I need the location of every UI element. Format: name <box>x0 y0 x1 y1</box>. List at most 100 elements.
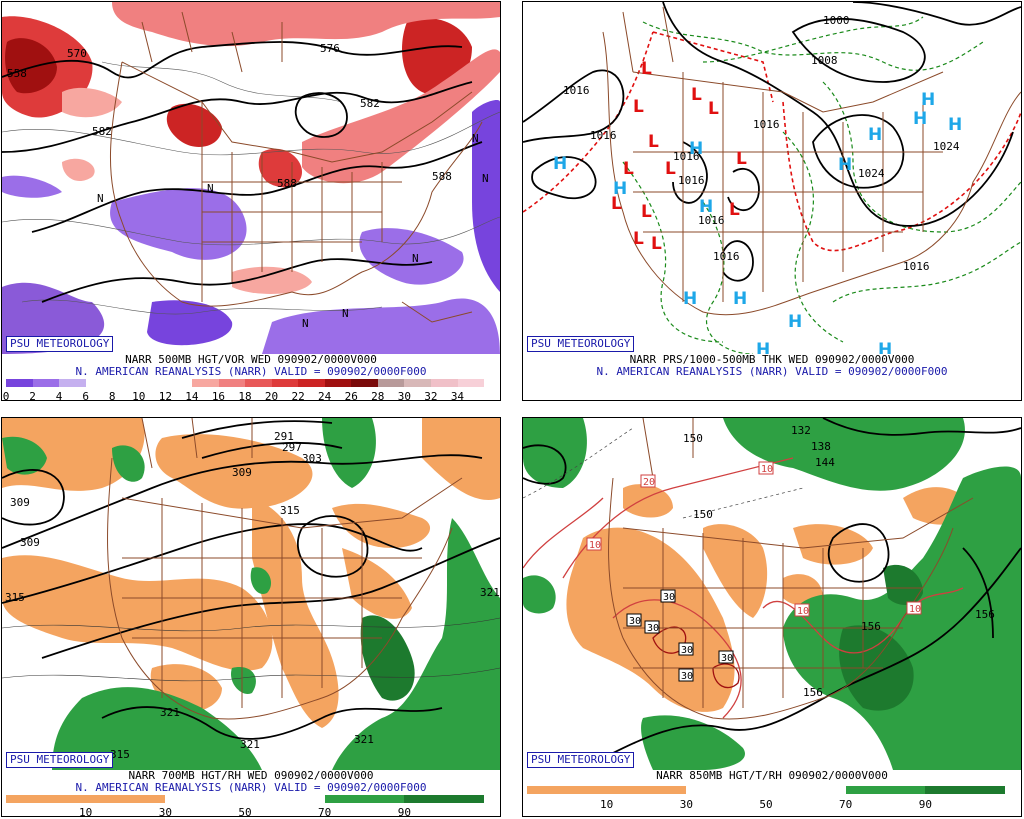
svg-text:150: 150 <box>693 508 713 521</box>
svg-text:309: 309 <box>232 466 252 479</box>
scale-label: 2 <box>29 390 36 401</box>
svg-text:H: H <box>733 289 747 309</box>
scale-label: 6 <box>82 390 89 401</box>
svg-text:1016: 1016 <box>673 150 700 163</box>
svg-text:297: 297 <box>282 441 302 454</box>
scale-swatch <box>271 379 299 387</box>
isobar-labels: 1016 1016 1016 1016 1016 1016 1008 1000 … <box>563 14 960 273</box>
panel-title: NARR 500MB HGT/VOR WED 090902/0000V000 <box>125 353 377 366</box>
scale-label: 28 <box>371 390 385 401</box>
svg-text:L: L <box>665 159 676 179</box>
svg-text:582: 582 <box>92 125 112 138</box>
scale-swatch <box>6 379 33 387</box>
temperature-labels: 10 10 10 10 20 30 30 30 30 30 <box>586 461 922 682</box>
contour-labels: 558 570 576 582 582 588 588 <box>7 42 452 190</box>
svg-text:132: 132 <box>791 424 811 437</box>
scale-swatch <box>112 379 139 387</box>
svg-text:L: L <box>691 85 702 105</box>
svg-text:H: H <box>788 312 802 332</box>
panel-subtitle: N. AMERICAN REANALYSIS (NARR) VALID = 09… <box>75 781 427 794</box>
rh850-map: 150 150 138 144 132 156 156 156 10 10 10… <box>523 418 1021 770</box>
scale-swatch <box>245 795 325 803</box>
scale-label: 50 <box>759 798 773 811</box>
svg-text:1016: 1016 <box>753 118 780 131</box>
svg-text:N: N <box>97 192 104 205</box>
scale-label: 90 <box>918 798 932 811</box>
svg-text:1016: 1016 <box>563 84 590 97</box>
psu-meteorology-credit: PSU METEOROLOGY <box>6 752 114 768</box>
svg-text:H: H <box>553 154 567 174</box>
scale-swatch <box>925 786 1006 794</box>
svg-text:H: H <box>699 197 713 217</box>
scale-swatch <box>85 795 166 803</box>
svg-text:30: 30 <box>681 645 693 656</box>
scale-label: 14 <box>185 390 199 401</box>
svg-text:30: 30 <box>681 671 693 682</box>
scale-label: 24 <box>318 390 332 401</box>
svg-text:N: N <box>472 132 479 145</box>
svg-text:315: 315 <box>280 504 300 517</box>
svg-text:321: 321 <box>240 738 260 751</box>
svg-text:H: H <box>868 125 882 145</box>
svg-text:30: 30 <box>629 616 641 627</box>
scale-label: 10 <box>600 798 614 811</box>
scale-swatch <box>686 786 767 794</box>
scale-label: 12 <box>158 390 172 401</box>
svg-text:H: H <box>683 289 697 309</box>
svg-text:588: 588 <box>432 170 452 183</box>
svg-text:L: L <box>611 194 622 214</box>
contour-labels: 291 297 303 309 309 309 315 315 321 321 … <box>5 430 500 761</box>
scale-label: 34 <box>450 390 465 401</box>
scale-swatch <box>59 379 86 387</box>
scale-swatch <box>606 786 687 794</box>
psu-meteorology-credit: PSU METEOROLOGY <box>527 336 635 352</box>
scale-swatch <box>766 786 846 794</box>
svg-text:H: H <box>921 90 935 110</box>
panel-title: NARR 850MB HGT/T/RH 090902/0000V000 <box>656 769 888 782</box>
contour-labels: 150 150 138 144 132 156 156 156 <box>683 424 995 699</box>
svg-text:1016: 1016 <box>590 129 617 142</box>
vorticity-color-scale <box>6 379 485 387</box>
panel-title: NARR PRS/1000-500MB THK WED 090902/0000V… <box>629 353 915 366</box>
vorticity-map: 558 570 576 582 582 588 588 N N N N N N … <box>2 2 500 354</box>
panel-subtitle: N. AMERICAN REANALYSIS (NARR) VALID = 09… <box>75 365 427 378</box>
svg-text:570: 570 <box>67 47 87 60</box>
svg-text:N: N <box>342 307 349 320</box>
svg-text:L: L <box>648 132 659 152</box>
panel-700mb-rh: 291 297 303 309 309 309 315 315 321 321 … <box>1 417 501 817</box>
scale-label: 50 <box>238 806 252 817</box>
svg-text:L: L <box>633 229 644 249</box>
svg-text:291: 291 <box>274 430 294 443</box>
panel-500mb-vorticity: 558 570 576 582 582 588 588 N N N N N N … <box>1 1 501 401</box>
svg-text:588: 588 <box>277 177 297 190</box>
scale-label: 20 <box>264 390 279 401</box>
svg-text:558: 558 <box>7 67 27 80</box>
scale-label: 30 <box>158 806 172 817</box>
svg-text:L: L <box>633 97 644 117</box>
scale-swatch <box>85 379 113 387</box>
svg-text:315: 315 <box>110 748 130 761</box>
psu-meteorology-credit: PSU METEOROLOGY <box>527 752 635 768</box>
scale-label: 10 <box>132 390 146 401</box>
scale-label: 26 <box>344 390 358 401</box>
svg-text:N: N <box>302 317 309 330</box>
rh-color-scale <box>6 795 485 803</box>
scale-swatch <box>377 379 405 387</box>
svg-text:10: 10 <box>761 464 773 475</box>
svg-text:138: 138 <box>811 440 831 453</box>
scale-label: 0 <box>2 390 10 401</box>
svg-text:1016: 1016 <box>678 174 705 187</box>
scale-label: 30 <box>397 390 411 401</box>
svg-text:H: H <box>948 115 962 135</box>
scale-swatch <box>6 795 86 803</box>
panel-subtitle: N. AMERICAN REANALYSIS (NARR) VALID = 09… <box>596 365 948 378</box>
svg-text:N: N <box>482 172 489 185</box>
psu-meteorology-credit: PSU METEOROLOGY <box>6 336 114 352</box>
scale-swatch <box>431 379 458 387</box>
high-pressure-markers: H H H H H H H H H H H H H H <box>553 90 962 354</box>
svg-text:1008: 1008 <box>811 54 838 67</box>
scale-label: 70 <box>318 806 332 817</box>
scale-label: 22 <box>291 390 305 401</box>
n-markers: N N N N N N N <box>97 132 489 330</box>
svg-text:156: 156 <box>861 620 881 633</box>
